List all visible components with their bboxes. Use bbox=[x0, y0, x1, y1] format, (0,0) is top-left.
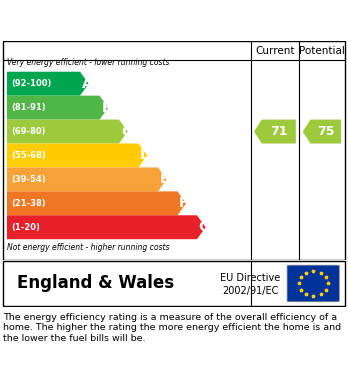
Text: (1-20): (1-20) bbox=[11, 223, 40, 232]
Text: EU Directive: EU Directive bbox=[220, 273, 281, 283]
Text: (81-91): (81-91) bbox=[11, 103, 46, 112]
Text: Energy Efficiency Rating: Energy Efficiency Rating bbox=[50, 11, 298, 30]
Text: Not energy efficient - higher running costs: Not energy efficient - higher running co… bbox=[7, 244, 169, 253]
Text: England & Wales: England & Wales bbox=[17, 274, 175, 292]
Text: (69-80): (69-80) bbox=[11, 127, 46, 136]
Text: Very energy efficient - lower running costs: Very energy efficient - lower running co… bbox=[7, 58, 169, 68]
Text: 2002/91/EC: 2002/91/EC bbox=[222, 285, 279, 296]
Polygon shape bbox=[7, 215, 206, 239]
Text: G: G bbox=[199, 220, 210, 234]
Text: Potential: Potential bbox=[299, 46, 345, 56]
Polygon shape bbox=[7, 143, 147, 167]
Polygon shape bbox=[7, 167, 167, 191]
Polygon shape bbox=[7, 191, 186, 215]
Polygon shape bbox=[7, 120, 128, 143]
Text: (92-100): (92-100) bbox=[11, 79, 52, 88]
Text: C: C bbox=[121, 124, 131, 138]
Text: D: D bbox=[140, 149, 152, 163]
FancyBboxPatch shape bbox=[287, 265, 339, 302]
Text: F: F bbox=[179, 196, 189, 210]
Text: (39-54): (39-54) bbox=[11, 175, 46, 184]
Text: Current: Current bbox=[255, 46, 295, 56]
Text: E: E bbox=[160, 172, 169, 187]
Polygon shape bbox=[254, 120, 296, 143]
Text: 71: 71 bbox=[270, 125, 287, 138]
Polygon shape bbox=[303, 120, 341, 143]
Text: The energy efficiency rating is a measure of the overall efficiency of a home. T: The energy efficiency rating is a measur… bbox=[3, 313, 342, 343]
Text: (21-38): (21-38) bbox=[11, 199, 46, 208]
Text: B: B bbox=[101, 100, 112, 115]
Text: (55-68): (55-68) bbox=[11, 151, 46, 160]
Text: A: A bbox=[82, 77, 93, 91]
Polygon shape bbox=[7, 96, 108, 120]
Polygon shape bbox=[7, 72, 89, 96]
Text: 75: 75 bbox=[317, 125, 334, 138]
